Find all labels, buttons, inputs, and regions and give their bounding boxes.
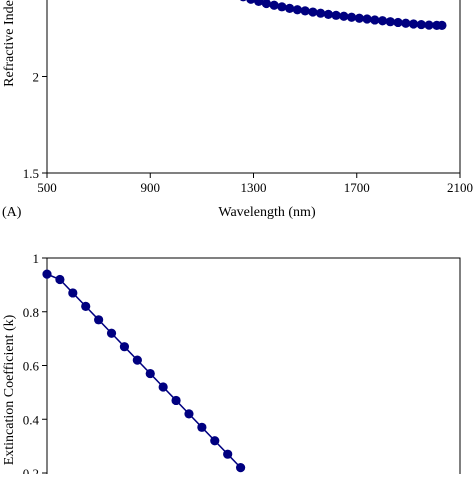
data-point — [145, 368, 155, 379]
data-point — [437, 20, 447, 30]
y-axis-ticks: 1.52 — [23, 70, 47, 181]
x-tick-label: 2100 — [447, 180, 473, 195]
data-point — [171, 395, 181, 406]
data-point — [292, 5, 302, 15]
data-point — [106, 328, 117, 338]
series-path — [46, 273, 242, 469]
y-tick-label: 0.6 — [23, 359, 40, 374]
data-point — [408, 19, 419, 29]
data-point — [362, 14, 372, 24]
y-tick-label: 0.2 — [23, 466, 39, 474]
y-axis-ticks: 0.2 0.4 0.6 0.8 1 — [23, 251, 47, 479]
data-point — [246, 0, 256, 4]
data-point — [158, 382, 168, 392]
data-point — [119, 342, 130, 352]
x-axis-ticks: 500 900 1300 1700 2100 — [37, 173, 473, 195]
data-point — [354, 13, 364, 23]
data-point — [197, 422, 207, 432]
x-tick-label: 1300 — [241, 180, 267, 195]
data-point — [235, 463, 246, 473]
data-point — [323, 9, 333, 19]
data-point — [94, 315, 104, 325]
series-line — [42, 269, 246, 473]
data-point — [377, 16, 388, 26]
data-point — [316, 8, 326, 18]
series-line — [239, 0, 447, 30]
x-tick-label: 500 — [37, 180, 57, 195]
y-tick-label: 0.8 — [23, 305, 39, 320]
data-point — [261, 0, 272, 9]
chart-refractive-index: 500 900 1300 1700 2100 1.52 Refractive Index… — [2, 0, 473, 220]
data-point — [42, 269, 52, 279]
x-tick-label: 900 — [141, 180, 161, 195]
x-axis-label: Wavelength (nm) — [218, 205, 316, 220]
data-point — [254, 0, 264, 7]
y-tick-label: 1 — [33, 251, 40, 266]
x-tick-label: 1700 — [344, 180, 370, 195]
data-point — [285, 3, 295, 13]
data-point — [331, 10, 341, 20]
data-point — [393, 17, 403, 28]
data-point — [223, 449, 233, 459]
data-point — [184, 409, 194, 419]
data-point — [132, 355, 142, 365]
y-axis-label: Refractive Index — [2, 0, 17, 87]
data-point — [385, 17, 395, 27]
data-point — [339, 11, 349, 21]
data-point — [424, 20, 434, 30]
data-point — [300, 6, 310, 16]
data-point — [68, 288, 78, 298]
data-point — [210, 436, 220, 446]
data-point — [55, 274, 65, 285]
data-point — [370, 15, 380, 25]
data-point — [277, 2, 287, 12]
data-point — [401, 18, 411, 28]
y-tick-label: 1.5 — [23, 166, 39, 181]
y-tick-label: 0.4 — [23, 412, 40, 427]
data-point — [308, 7, 318, 17]
y-axis-label: Extincation Coefficient (k) — [2, 314, 17, 465]
panel-label: (A) — [2, 205, 22, 220]
chart-extinction-coefficient: 0.2 0.4 0.6 0.8 1 Extincation Coefficient (k… — [2, 251, 461, 479]
y-tick-label: 2 — [33, 70, 40, 85]
data-point — [346, 12, 357, 22]
data-point — [269, 0, 279, 10]
data-point — [81, 301, 91, 311]
data-point — [239, 0, 247, 2]
plot-area-frame — [46, 257, 461, 479]
data-point — [416, 19, 426, 30]
